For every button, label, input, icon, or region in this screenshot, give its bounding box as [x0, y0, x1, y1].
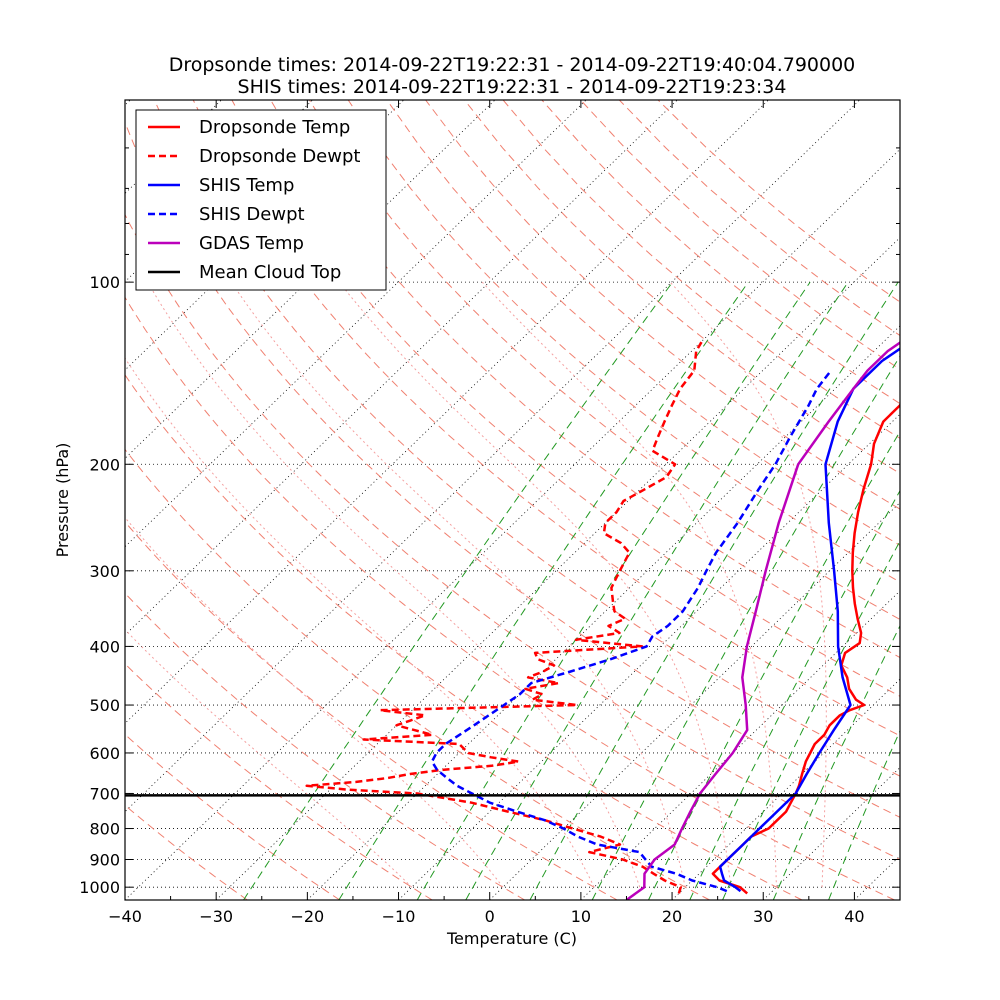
moist-adiabat-line [481, 281, 777, 888]
moist-adiabat-line [338, 281, 732, 888]
dry-adiabat-line [541, 100, 900, 405]
y-tick-label: 300 [89, 562, 120, 581]
shis-temp-line [718, 347, 900, 893]
chart-title-line-1: Dropsonde times: 2014-09-22T19:22:31 - 2… [169, 54, 856, 76]
y-tick-label: 800 [89, 820, 120, 839]
isotherm-line [671, 678, 900, 900]
y-tick-label: 200 [89, 455, 120, 474]
dry-adiabat-line [125, 592, 525, 900]
x-axis-label: Temperature (C) [446, 929, 577, 948]
gdas-temp-line [625, 341, 900, 900]
dry-adiabat-line [425, 100, 900, 510]
legend-label-dropsonde-temp: Dropsonde Temp [199, 117, 350, 138]
mixing-ratio-line [722, 540, 900, 900]
y-tick-label: 400 [89, 637, 120, 656]
x-tick-label: 0 [485, 907, 495, 926]
dry-adiabat-line [125, 121, 900, 818]
isotherm-line [307, 325, 900, 900]
x-tick-label: 30 [753, 907, 773, 926]
y-tick-label: 600 [89, 744, 120, 763]
legend-box [135, 109, 387, 291]
plot-frame [124, 99, 901, 901]
dry-adiabat-line [270, 100, 900, 659]
x-tick-label: −30 [199, 907, 233, 926]
x-tick-label: −40 [108, 907, 142, 926]
dry-adiabat-line [308, 100, 900, 621]
mixing-ratio-line [416, 281, 811, 900]
legend-label-gdas-temp: GDAS Temp [199, 233, 304, 254]
dropsonde-temp-line [711, 403, 900, 895]
isotherm-line [946, 100, 1000, 900]
dry-adiabat-line [125, 521, 618, 900]
dry-adiabat-line [125, 374, 803, 900]
moist-adiabat-line [125, 516, 504, 888]
dry-adiabat-line [125, 296, 895, 900]
dry-adiabat-line [125, 213, 900, 861]
mixing-ratio-line [648, 430, 900, 900]
y-tick-label: 500 [89, 696, 120, 715]
isotherm-line [762, 766, 900, 900]
shis-dewpt-line [430, 369, 833, 893]
x-tick-label: 20 [662, 907, 682, 926]
dropsonde-dewpt-line [305, 340, 704, 894]
legend-label-dropsonde-dewpt: Dropsonde Dewpt [199, 146, 360, 167]
mixing-ratio-line [338, 281, 749, 900]
legend-label-mean-cloud-top: Mean Cloud Top [199, 262, 341, 283]
legend-label-shis-temp: SHIS Temp [199, 175, 294, 196]
y-axis-label: Pressure (hPa) [53, 443, 72, 558]
moist-adiabat-line [147, 281, 641, 888]
dry-adiabat-line [125, 663, 433, 900]
mixing-ratio-line [689, 489, 900, 900]
y-tick-label: 1000 [79, 878, 120, 897]
isotherm-line [854, 855, 900, 900]
dry-adiabat-line [618, 100, 900, 337]
axis-ticks: −40 −30 −20 −10 0 10 20 30 40 100 200 300 400 500 600 7… [79, 100, 901, 926]
dry-adiabat-line [347, 100, 900, 583]
x-tick-label: −10 [382, 907, 416, 926]
y-tick-label: 700 [89, 784, 120, 803]
mixing-ratio-line [772, 624, 900, 900]
isotherm-line [489, 501, 900, 900]
mixing-ratio-line [465, 281, 849, 900]
dry-adiabat-line [464, 100, 900, 475]
y-tick-label: 100 [89, 273, 120, 292]
mixing-ratio-line [828, 729, 900, 900]
x-tick-label: 10 [571, 907, 591, 926]
isotherm-line [398, 413, 900, 900]
isotherm-line [0, 100, 39, 900]
moist-adiabat-line [669, 281, 827, 888]
series-lines [125, 340, 900, 900]
x-tick-label: −20 [290, 907, 324, 926]
legend-label-shis-dewpt: SHIS Dewpt [199, 204, 305, 225]
mixing-ratio-line [243, 281, 673, 900]
mixing-ratio-line [591, 355, 900, 900]
chart-title-line-2: SHIS times: 2014-09-22T19:22:31 - 2014-0… [238, 76, 787, 98]
x-tick-label: 40 [844, 907, 864, 926]
legend: Dropsonde Temp Dropsonde Dewpt SHIS Temp SH… [135, 109, 387, 291]
background-lines [0, 100, 1000, 900]
y-tick-label: 900 [89, 850, 120, 869]
dry-adiabat-line [386, 100, 900, 546]
dry-adiabat-line [125, 448, 710, 900]
dry-adiabat-line [153, 100, 900, 777]
